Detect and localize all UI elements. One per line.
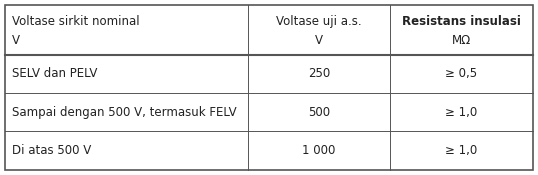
Text: Voltase uji a.s.: Voltase uji a.s. — [276, 15, 362, 27]
Text: 500: 500 — [308, 106, 330, 119]
Text: Sampai dengan 500 V, termasuk FELV: Sampai dengan 500 V, termasuk FELV — [12, 106, 237, 119]
Text: MΩ: MΩ — [452, 34, 471, 47]
Text: Voltase sirkit nominal: Voltase sirkit nominal — [12, 15, 140, 27]
Text: 250: 250 — [308, 67, 330, 80]
Text: ≥ 1,0: ≥ 1,0 — [445, 106, 478, 119]
Text: SELV dan PELV: SELV dan PELV — [12, 67, 98, 80]
Text: V: V — [315, 34, 323, 47]
Text: V: V — [12, 34, 20, 47]
Text: Resistans insulasi: Resistans insulasi — [402, 15, 521, 27]
Text: 1 000: 1 000 — [302, 144, 336, 157]
Text: Di atas 500 V: Di atas 500 V — [12, 144, 91, 157]
Text: ≥ 0,5: ≥ 0,5 — [445, 67, 477, 80]
Text: ≥ 1,0: ≥ 1,0 — [445, 144, 478, 157]
